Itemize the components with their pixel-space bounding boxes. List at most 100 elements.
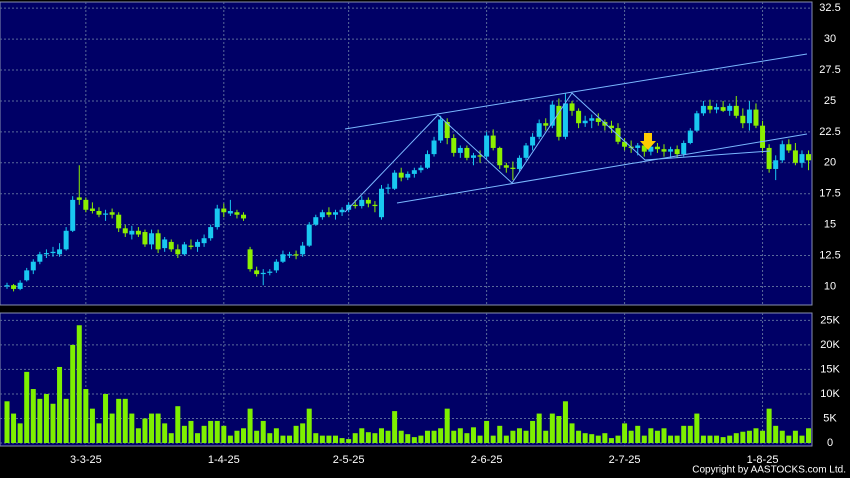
candle-body — [398, 172, 404, 178]
candle-body — [549, 104, 555, 126]
candle-body — [201, 238, 207, 244]
candle-body — [50, 251, 56, 254]
y-tick-label: 30 — [824, 33, 836, 45]
candle-body — [484, 135, 490, 157]
candle-body — [43, 253, 49, 255]
candle-body — [773, 160, 779, 169]
candle-body — [444, 121, 450, 139]
copyright: Copyright by AASTOCKS.com Ltd. — [692, 465, 846, 476]
volume-bar — [247, 408, 253, 443]
x-tick-label: 3-3-25 — [70, 454, 102, 466]
volume-bar — [562, 401, 568, 443]
volume-bar — [700, 435, 706, 443]
volume-bar — [57, 366, 63, 443]
volume-bar — [175, 406, 181, 443]
candle-body — [11, 285, 17, 289]
volume-bar — [260, 420, 266, 443]
volume-bar — [378, 428, 384, 443]
volume-bar — [470, 427, 476, 443]
volume-bar — [293, 425, 299, 443]
volume-tick-label: 10K — [820, 388, 840, 400]
volume-bar — [76, 325, 82, 443]
volume-bar — [359, 428, 365, 443]
candle-body — [477, 155, 483, 157]
candle-body — [582, 120, 588, 124]
volume-bar — [300, 423, 306, 443]
candle-body — [142, 232, 148, 245]
volume-bar — [424, 430, 430, 443]
volume-bar — [319, 435, 325, 443]
volume-bar — [674, 435, 680, 443]
y-tick-label: 32.5 — [819, 2, 840, 14]
candle-body — [96, 211, 102, 215]
candle-body — [352, 204, 358, 207]
volume-bar — [168, 433, 174, 443]
volume-bar — [30, 389, 36, 443]
x-tick-label: 1-4-25 — [208, 454, 240, 466]
y-tick-label: 25 — [824, 95, 836, 107]
candle-body — [674, 149, 680, 155]
candle-body — [792, 150, 798, 163]
volume-bar — [365, 432, 371, 443]
candle-body — [799, 154, 805, 163]
volume-bar — [497, 425, 503, 443]
signal-arrow — [640, 133, 656, 150]
candle-body — [608, 125, 614, 129]
candle-body — [109, 212, 115, 215]
x-tick-label: 1-8-25 — [747, 454, 779, 466]
volume-bar — [766, 408, 772, 443]
volume-bar — [569, 423, 575, 443]
volume-bar — [760, 430, 766, 443]
candle-body — [470, 155, 476, 158]
candle-body — [457, 147, 463, 153]
candle-body — [359, 199, 365, 207]
candle-body — [740, 115, 746, 124]
volume-bar — [654, 430, 660, 443]
volume-bar — [103, 393, 109, 443]
volume-bar — [208, 420, 214, 443]
candle-body — [700, 105, 706, 114]
volume-bar — [214, 420, 220, 443]
volume-bar — [227, 435, 233, 443]
volume-bar — [668, 435, 674, 443]
volume-bar — [622, 423, 628, 443]
candle-body — [490, 135, 496, 148]
volume-bar — [4, 401, 10, 443]
volume-bar — [149, 413, 155, 443]
volume-tick-label: 25K — [820, 314, 840, 326]
volume-bar — [602, 433, 608, 443]
candle-body — [576, 110, 582, 124]
volume-bar — [162, 423, 168, 443]
volume-bar — [628, 430, 634, 443]
volume-bar — [116, 398, 122, 443]
candle-body — [293, 254, 299, 256]
candle-body — [431, 140, 437, 155]
candle-body — [595, 118, 601, 122]
candle-body — [103, 213, 109, 215]
volume-bar — [438, 428, 444, 443]
volume-bar — [418, 435, 424, 443]
candle-body — [635, 145, 641, 148]
volume-bar — [615, 435, 621, 443]
volume-bar — [24, 371, 30, 443]
candle-body — [536, 123, 542, 137]
x-tick-label: 2-6-25 — [471, 454, 503, 466]
candle-body — [195, 241, 201, 247]
volume-bar — [773, 425, 779, 443]
candle-body — [181, 244, 187, 255]
volume-bar — [549, 413, 555, 443]
volume-tick-label: 20K — [820, 339, 840, 351]
y-tick-label: 22.5 — [819, 126, 840, 138]
candle-body — [346, 204, 352, 210]
candle-body — [556, 105, 562, 137]
candle-body — [648, 146, 654, 152]
volume-bar — [372, 433, 378, 443]
volume-bar — [313, 433, 319, 443]
volume-bar — [510, 430, 516, 443]
volume-bar — [431, 430, 437, 443]
candle-body — [411, 170, 417, 174]
candle-body — [378, 188, 384, 218]
volume-bar — [50, 403, 56, 443]
volume-bar — [352, 433, 358, 443]
